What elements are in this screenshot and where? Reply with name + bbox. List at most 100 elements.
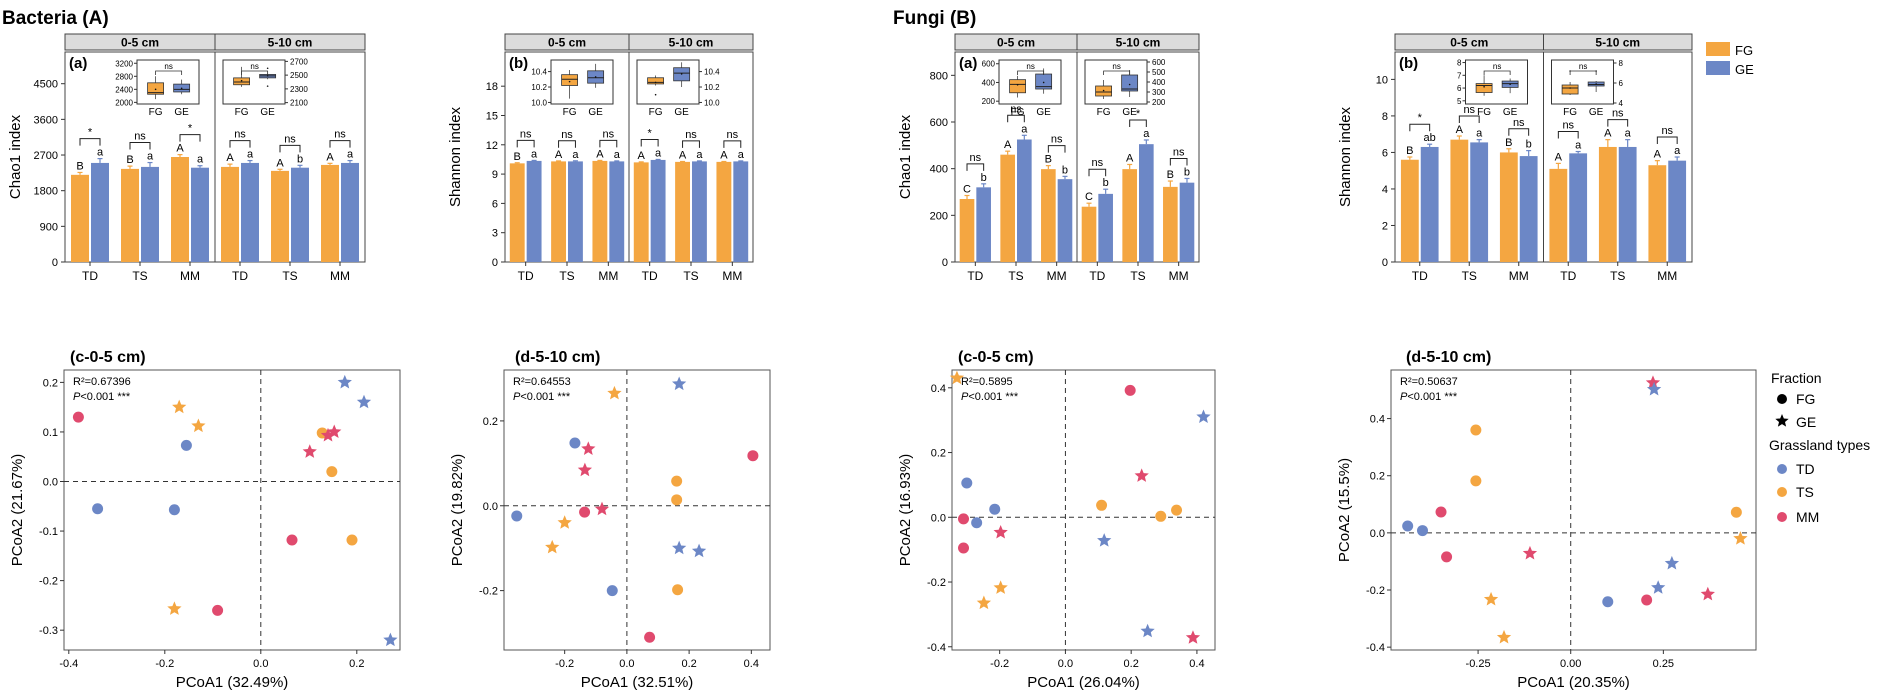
panel-label: (a) <box>959 55 977 72</box>
significance-letter: a <box>696 149 703 161</box>
significance-letter: B <box>1045 154 1052 166</box>
y-axis-label: PCoA2 (16.93%) <box>897 454 914 567</box>
comparison-significance: ns <box>1463 104 1475 116</box>
point-fg-mm <box>286 534 298 546</box>
legend-dot-mm <box>1777 512 1787 522</box>
x-tick-label: MM <box>1657 269 1677 283</box>
bar-fg <box>1163 186 1178 262</box>
x-tick-label: MM <box>330 269 350 283</box>
bar-ge <box>1179 182 1195 262</box>
y-tick-label: 0.4 <box>931 383 946 395</box>
comparison-bracket <box>599 139 618 148</box>
point-fg-mm <box>1124 384 1136 396</box>
inset-y-tick-label: 200 <box>1152 98 1166 107</box>
comparison-bracket <box>640 138 659 147</box>
bar-fg <box>1648 165 1667 262</box>
inset-mean <box>1569 87 1571 89</box>
comparison-significance: ns <box>134 131 146 143</box>
inset-mean <box>1483 85 1485 88</box>
point-fg-mm <box>1441 551 1453 563</box>
inset-y-tick-label: 2500 <box>290 71 308 80</box>
y-tick-label: 0.0 <box>931 512 946 524</box>
inset-mean <box>1595 83 1597 85</box>
bar-fg <box>633 162 649 262</box>
bar-chart-bacteria-chao1: Chao1 index 0 900 1800 2700 3600 4500 0-5 cm TD B… <box>7 33 366 283</box>
bar-ge <box>1668 160 1687 262</box>
inset-mean <box>1509 83 1511 86</box>
significance-letter: A <box>679 149 687 161</box>
inset-y-tick-label: 200 <box>982 97 996 106</box>
significance-letter: a <box>531 148 538 160</box>
point-ge-td <box>1196 409 1211 423</box>
inset-significance: ns <box>1579 62 1587 71</box>
significance-letter: A <box>326 151 334 163</box>
point-fg-ts <box>326 466 338 478</box>
point-fg-td <box>961 477 973 489</box>
comparison-bracket <box>723 140 742 148</box>
comparison-bracket <box>1607 119 1629 127</box>
r-squared-label: R²=0.50637 <box>1400 376 1458 388</box>
comparison-significance: * <box>648 127 653 139</box>
x-tick-label: TS <box>559 269 574 283</box>
inset-mean <box>154 88 157 91</box>
significance-letter: a <box>1625 128 1632 140</box>
significance-letter: B <box>126 154 133 166</box>
bar-fg <box>716 161 732 262</box>
legend-type-ts: TS <box>1796 484 1814 500</box>
inset-box-fg <box>1561 84 1579 95</box>
point-ge-td <box>672 376 687 391</box>
p-symbol: P <box>1400 391 1408 403</box>
inset-y-tick-label: 8 <box>1457 59 1462 68</box>
inset-box-fg <box>1009 79 1026 94</box>
p-value-label: P<0.001 *** <box>73 391 131 403</box>
bar-fg <box>675 161 690 262</box>
point-fg-mm <box>72 411 84 423</box>
point-ge-mm <box>1134 468 1149 482</box>
inset-y-tick-label: 2700 <box>290 57 308 66</box>
facet-strip-label: 0-5 cm <box>997 36 1035 50</box>
bar-fg <box>1499 152 1518 262</box>
inset-box-fg <box>147 82 165 95</box>
legend-pcoa: Fraction FG GE Grassland types TD TS MM <box>1769 370 1870 525</box>
bar-fg <box>1000 154 1015 262</box>
facet-strip-label: 5-10 cm <box>1116 36 1161 50</box>
point-ge-ts <box>1483 591 1499 606</box>
x-tick-label: 0.2 <box>681 658 696 670</box>
significance-letter: B <box>1406 145 1413 157</box>
x-tick-label: 0.2 <box>349 658 364 670</box>
significance-letter: A <box>176 143 184 155</box>
x-tick-label: TS <box>132 269 147 283</box>
significance-letter: B <box>514 151 521 163</box>
legend-label-fg: FG <box>1735 43 1753 58</box>
comparison-significance: * <box>188 123 193 135</box>
legend-swatch-fg <box>1706 42 1730 56</box>
bar-ge <box>1519 156 1538 262</box>
x-tick-label: TD <box>232 269 248 283</box>
bar-fg <box>959 199 975 262</box>
x-axis-label: PCoA1 (20.35%) <box>1517 674 1630 691</box>
p-value: <0.001 *** <box>520 391 571 403</box>
significance-letter: a <box>1674 145 1681 157</box>
y-axis-label: Chao1 index <box>897 114 914 199</box>
x-tick-label: TS <box>683 269 698 283</box>
y-tick-label: 18 <box>486 81 498 93</box>
comparison-significance: ns <box>334 129 346 141</box>
inset-x-label: GE <box>674 107 689 118</box>
bar-ge <box>1618 146 1637 262</box>
point-fg-ts <box>346 534 358 546</box>
significance-letter: A <box>1555 151 1563 163</box>
comparison-bracket <box>1409 123 1431 132</box>
point-ge-ts <box>1733 531 1748 545</box>
inset-x-label: FG <box>1477 107 1491 118</box>
y-tick-label: 2 <box>1382 220 1388 232</box>
significance-letter: b <box>1103 177 1109 189</box>
point-fg-ts <box>1730 506 1742 518</box>
bar-fg <box>271 170 289 262</box>
inset-x-label: FG <box>1097 107 1111 118</box>
facet-strip-label: 5-10 cm <box>268 36 313 50</box>
point-ge-td <box>1646 381 1662 396</box>
inset-bracket <box>241 70 269 75</box>
facet-strip <box>1076 33 1200 51</box>
significance-letter: b <box>1526 139 1532 151</box>
legend-fraction-title: Fraction <box>1771 370 1822 386</box>
